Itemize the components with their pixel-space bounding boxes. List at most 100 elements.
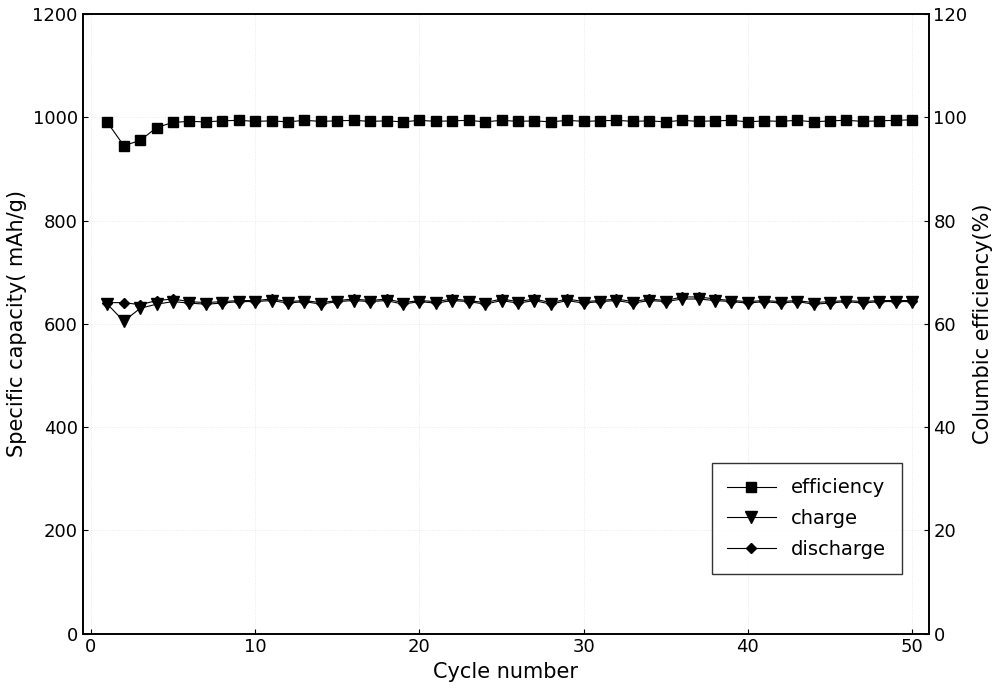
charge (873, 298, 885, 306)
discharge (545, 298, 557, 307)
discharge (479, 298, 491, 307)
charge (709, 296, 721, 305)
charge (545, 300, 557, 308)
charge (298, 298, 310, 306)
charge (101, 300, 113, 308)
efficiency (528, 116, 540, 125)
discharge (906, 296, 918, 305)
charge (643, 296, 655, 305)
charge (594, 298, 606, 306)
charge (266, 296, 278, 305)
efficiency (725, 116, 737, 125)
charge (627, 299, 639, 307)
charge (381, 296, 393, 305)
efficiency (430, 117, 442, 125)
efficiency (167, 119, 179, 127)
X-axis label: Cycle number: Cycle number (433, 662, 578, 682)
charge (890, 298, 902, 306)
charge (693, 295, 705, 303)
charge (151, 300, 163, 308)
charge (578, 299, 590, 307)
efficiency (660, 118, 672, 126)
efficiency (594, 116, 606, 125)
charge (824, 299, 836, 307)
discharge (627, 298, 639, 306)
efficiency (348, 116, 360, 125)
discharge (463, 296, 475, 305)
efficiency (233, 116, 245, 125)
efficiency (463, 116, 475, 125)
discharge (118, 298, 130, 307)
discharge (758, 296, 770, 305)
efficiency (183, 117, 195, 125)
efficiency (709, 116, 721, 125)
charge (725, 298, 737, 306)
charge (660, 298, 672, 306)
discharge (676, 293, 688, 301)
efficiency (446, 116, 458, 125)
efficiency (249, 117, 261, 125)
efficiency (758, 116, 770, 125)
discharge (151, 296, 163, 305)
charge (282, 299, 294, 307)
discharge (594, 296, 606, 305)
charge (496, 296, 508, 305)
efficiency (676, 116, 688, 125)
charge (610, 296, 622, 305)
discharge (298, 296, 310, 305)
efficiency (381, 116, 393, 125)
charge (167, 298, 179, 306)
charge (906, 298, 918, 306)
discharge (200, 298, 212, 307)
efficiency (216, 116, 228, 125)
efficiency (561, 116, 573, 125)
Y-axis label: Columbic efficiency(%): Columbic efficiency(%) (973, 203, 993, 444)
efficiency (101, 119, 113, 127)
discharge (643, 295, 655, 303)
Line: charge: charge (101, 293, 918, 327)
discharge (578, 298, 590, 306)
charge (775, 299, 787, 307)
efficiency (791, 116, 803, 125)
discharge (496, 295, 508, 303)
charge (857, 299, 869, 307)
discharge (840, 296, 852, 305)
charge (676, 295, 688, 303)
efficiency (890, 116, 902, 125)
efficiency (643, 116, 655, 125)
discharge (446, 295, 458, 303)
discharge (101, 298, 113, 307)
efficiency (742, 118, 754, 126)
discharge (134, 300, 146, 309)
discharge (183, 298, 195, 306)
efficiency (151, 123, 163, 132)
discharge (857, 298, 869, 306)
efficiency (364, 117, 376, 125)
discharge (381, 295, 393, 303)
charge (183, 299, 195, 307)
discharge (266, 295, 278, 303)
charge (758, 298, 770, 306)
efficiency (282, 118, 294, 126)
efficiency (200, 118, 212, 126)
efficiency (118, 141, 130, 150)
efficiency (512, 117, 524, 125)
efficiency (331, 116, 343, 125)
charge (348, 296, 360, 305)
Line: efficiency: efficiency (103, 115, 917, 150)
charge (528, 296, 540, 305)
discharge (791, 296, 803, 305)
efficiency (578, 117, 590, 125)
discharge (890, 296, 902, 305)
charge (397, 300, 409, 308)
charge (479, 300, 491, 308)
discharge (512, 298, 524, 306)
discharge (824, 298, 836, 306)
discharge (660, 296, 672, 305)
efficiency (906, 116, 918, 124)
discharge (348, 295, 360, 303)
discharge (167, 295, 179, 303)
discharge (528, 295, 540, 303)
efficiency (627, 117, 639, 125)
charge (216, 299, 228, 307)
